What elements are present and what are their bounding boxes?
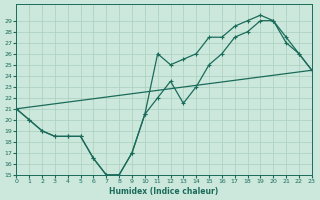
- X-axis label: Humidex (Indice chaleur): Humidex (Indice chaleur): [109, 187, 219, 196]
